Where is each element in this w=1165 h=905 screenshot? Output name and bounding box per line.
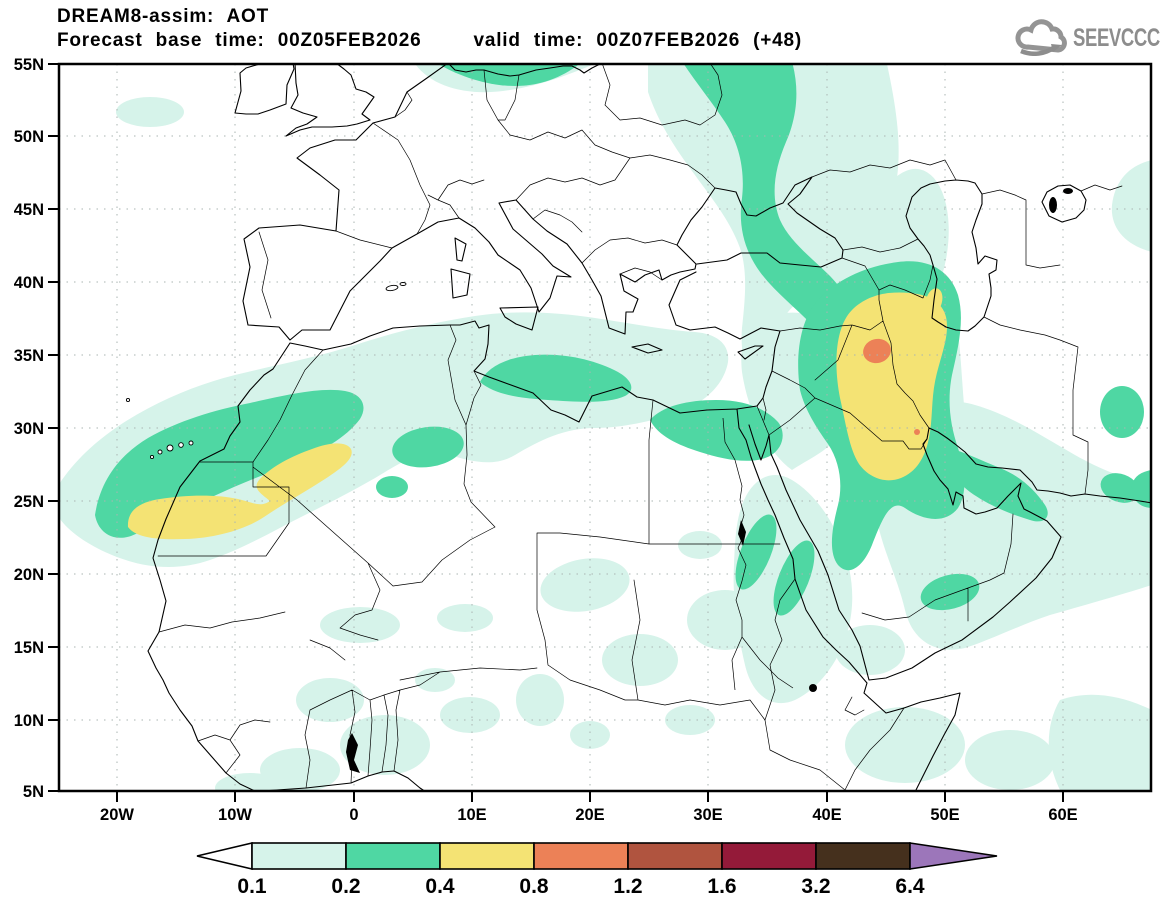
colorbar-cell xyxy=(439,842,535,870)
lon-tick-label: 20E xyxy=(575,806,604,824)
lon-tick-label: 50E xyxy=(930,806,959,824)
lat-tick-label: 5N xyxy=(23,783,44,801)
colorbar-label: 6.4 xyxy=(895,875,925,898)
colorbar-cell xyxy=(533,842,629,870)
colorbar-label: 3.2 xyxy=(801,875,830,898)
lat-axis: 55N 50N 45N 40N 35N 30N 25N 20N 15N 10N … xyxy=(14,56,44,801)
colorbar-cell xyxy=(627,842,723,870)
seevccc-logo: SEEVCCC xyxy=(1015,16,1160,61)
map-frame xyxy=(57,62,1153,793)
lat-tick-label: 35N xyxy=(14,347,44,365)
colorbar-label: 1.2 xyxy=(613,875,642,898)
lon-tick-label: 40E xyxy=(812,806,841,824)
colorbar-cell xyxy=(251,842,347,870)
small-islands xyxy=(125,282,407,460)
lat-tick-label: 25N xyxy=(14,493,44,511)
lon-tick-label: 20W xyxy=(100,806,134,824)
lon-tick-label: 30E xyxy=(693,806,722,824)
valid-time: valid time: 00Z07FEB2026 (+48) xyxy=(473,30,803,51)
lat-tick-label: 10N xyxy=(14,712,44,730)
lat-tick-label: 20N xyxy=(14,566,44,584)
lat-tick-label: 30N xyxy=(14,420,44,438)
forecast-base-time: Forecast base time: 00Z05FEB2026 xyxy=(57,30,422,51)
colorbar-cell xyxy=(815,842,911,870)
lat-tick-label: 55N xyxy=(14,56,44,74)
lon-tick-label: 60E xyxy=(1048,806,1077,824)
axis-ticks xyxy=(48,63,1064,802)
lat-tick-label: 15N xyxy=(14,639,44,657)
colorbar-cell xyxy=(721,842,817,870)
lon-tick-label: 0 xyxy=(349,806,358,824)
colorbar-cell xyxy=(345,842,441,870)
colorbar-label: 0.8 xyxy=(519,875,549,898)
lat-tick-label: 45N xyxy=(14,201,44,219)
map-title: DREAM8-assim: AOT xyxy=(57,6,270,27)
colorbar-label: 0.4 xyxy=(425,875,455,898)
colorbar: 0.1 0.2 0.4 0.8 1.2 1.6 3.2 6.4 xyxy=(196,841,998,898)
colorbar-labels: 0.1 0.2 0.4 0.8 1.2 1.6 3.2 6.4 xyxy=(237,875,925,898)
lon-tick-label: 10W xyxy=(218,806,252,824)
lat-tick-label: 40N xyxy=(14,274,44,292)
cloud-icon xyxy=(1015,16,1073,61)
colorbar-label: 0.2 xyxy=(331,875,360,898)
colorbar-right-arrow xyxy=(909,842,998,870)
lat-tick-label: 50N xyxy=(14,128,44,146)
colorbar-label: 1.6 xyxy=(707,875,736,898)
colorbar-left-arrow xyxy=(196,841,253,871)
figure-header: DREAM8-assim: AOT Forecast base time: 00… xyxy=(57,5,802,53)
lon-tick-label: 10E xyxy=(457,806,486,824)
aot-band-0p8-1p2 xyxy=(863,338,920,435)
nile-river xyxy=(722,417,794,691)
country-borders xyxy=(157,64,1123,791)
colorbar-label: 0.1 xyxy=(237,875,267,898)
lon-axis: 20W 10W 0 10E 20E 30E 40E 50E 60E xyxy=(100,806,1078,824)
